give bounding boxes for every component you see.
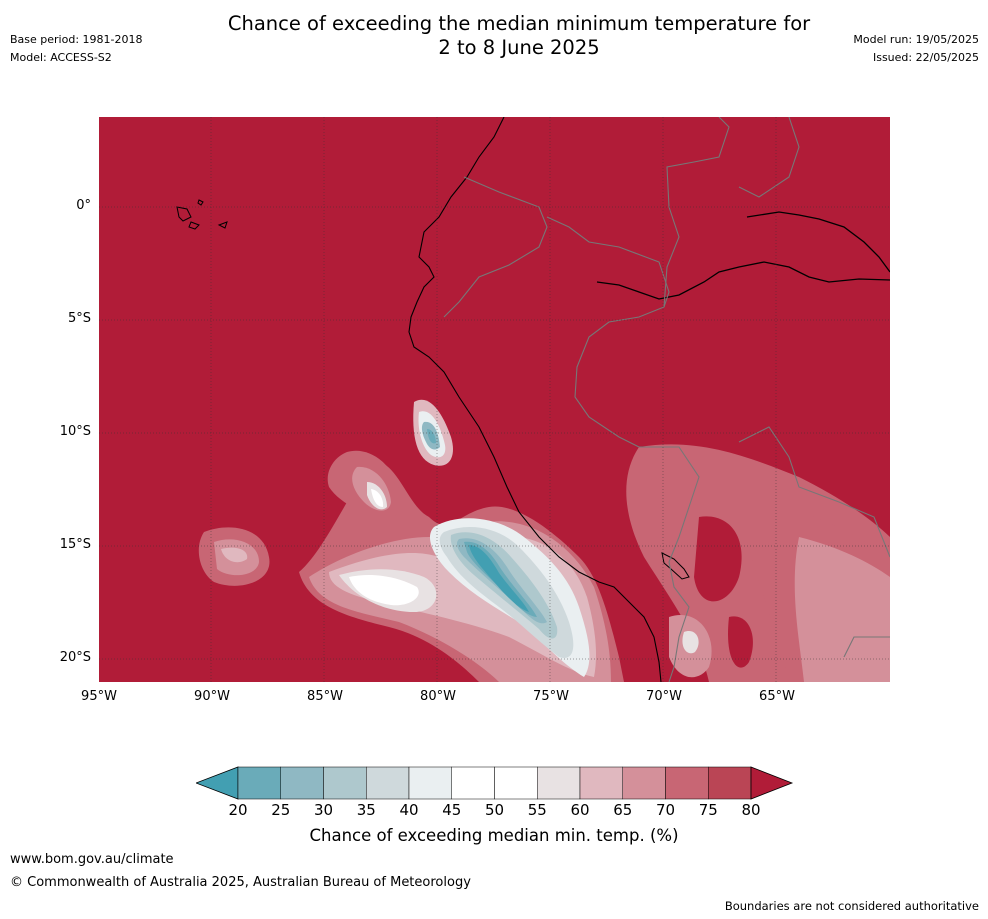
issued-label: Issued: 22/05/2025 <box>872 51 979 64</box>
colorbar-swatch <box>494 766 538 800</box>
title-line-2: 2 to 8 June 2025 <box>438 36 600 59</box>
lat-label-20s: 20°S <box>59 650 91 665</box>
ocean-contours-main <box>299 450 624 682</box>
colorbar-tick-label: 25 <box>271 801 291 819</box>
coastline <box>408 117 662 682</box>
colorbar-extend-low <box>196 766 239 800</box>
colorbar-tick-label: 60 <box>570 801 590 819</box>
colorbar-tick-label: 30 <box>313 801 334 819</box>
disclaimer-text: Boundaries are not considered authoritat… <box>724 899 979 913</box>
colorbar-tick-label: 50 <box>484 801 505 819</box>
colorbar-tick-label: 70 <box>655 801 676 819</box>
gridlines <box>99 117 890 682</box>
lake-titicaca <box>661 552 690 580</box>
amazon-estuary <box>746 211 890 273</box>
lon-label-90w: 90°W <box>194 689 230 704</box>
colorbar-swatch <box>708 766 752 800</box>
colorbar-swatches <box>196 766 794 800</box>
colorbar-swatch <box>280 766 324 800</box>
colorbar-label: Chance of exceeding median min. temp. (%… <box>309 826 679 845</box>
colorbar-swatch <box>622 766 666 800</box>
lon-label-85w: 85°W <box>307 689 343 704</box>
model-run-label: Model run: 19/05/2025 <box>853 33 979 46</box>
amazon-river <box>596 261 890 300</box>
lat-label-5s: 5°S <box>67 311 91 326</box>
lon-label-95w: 95°W <box>81 689 117 704</box>
probability-map <box>99 117 890 682</box>
colorbar-tick-label: 80 <box>741 801 761 819</box>
lat-label-10s: 10°S <box>59 424 91 439</box>
lat-label-15s: 15°S <box>59 537 91 552</box>
colorbar-swatch <box>451 766 495 800</box>
base-period-label: Base period: 1981-2018 <box>10 33 143 46</box>
colorbar-swatch <box>323 766 367 800</box>
chart-title: Chance of exceeding the median minimum t… <box>150 12 888 60</box>
colorbar-swatch <box>579 766 623 800</box>
colorbar-tick-label: 45 <box>442 801 462 819</box>
colorbar-tick-label: 40 <box>399 801 419 819</box>
eastern-contours <box>626 444 890 682</box>
lon-label-75w: 75°W <box>533 689 569 704</box>
title-line-1: Chance of exceeding the median minimum t… <box>227 12 811 35</box>
ocean-contours-north <box>413 399 454 466</box>
lon-label-80w: 80°W <box>420 689 456 704</box>
colorbar-swatch <box>237 766 281 800</box>
colorbar-swatch <box>665 766 709 800</box>
colorbar <box>196 766 794 800</box>
colorbar-swatch <box>408 766 452 800</box>
copyright-text: © Commonwealth of Australia 2025, Austra… <box>10 875 471 890</box>
galapagos-islands <box>176 199 228 230</box>
colorbar-swatch <box>366 766 410 800</box>
lat-label-0: 0° <box>76 198 91 213</box>
model-label: Model: ACCESS-S2 <box>10 51 112 64</box>
website-link[interactable]: www.bom.gov.au/climate <box>10 852 174 867</box>
ocean-contours-west <box>198 527 270 586</box>
colorbar-tick-label: 75 <box>698 801 718 819</box>
lon-label-70w: 70°W <box>646 689 682 704</box>
colorbar-tick-label: 65 <box>613 801 633 819</box>
colorbar-extend-high <box>750 766 794 800</box>
colorbar-swatch <box>537 766 581 800</box>
lon-label-65w: 65°W <box>759 689 795 704</box>
colorbar-tick-label: 35 <box>356 801 376 819</box>
country-borders <box>443 117 890 682</box>
colorbar-tick-label: 20 <box>228 801 248 819</box>
colorbar-tick-label: 55 <box>527 801 547 819</box>
